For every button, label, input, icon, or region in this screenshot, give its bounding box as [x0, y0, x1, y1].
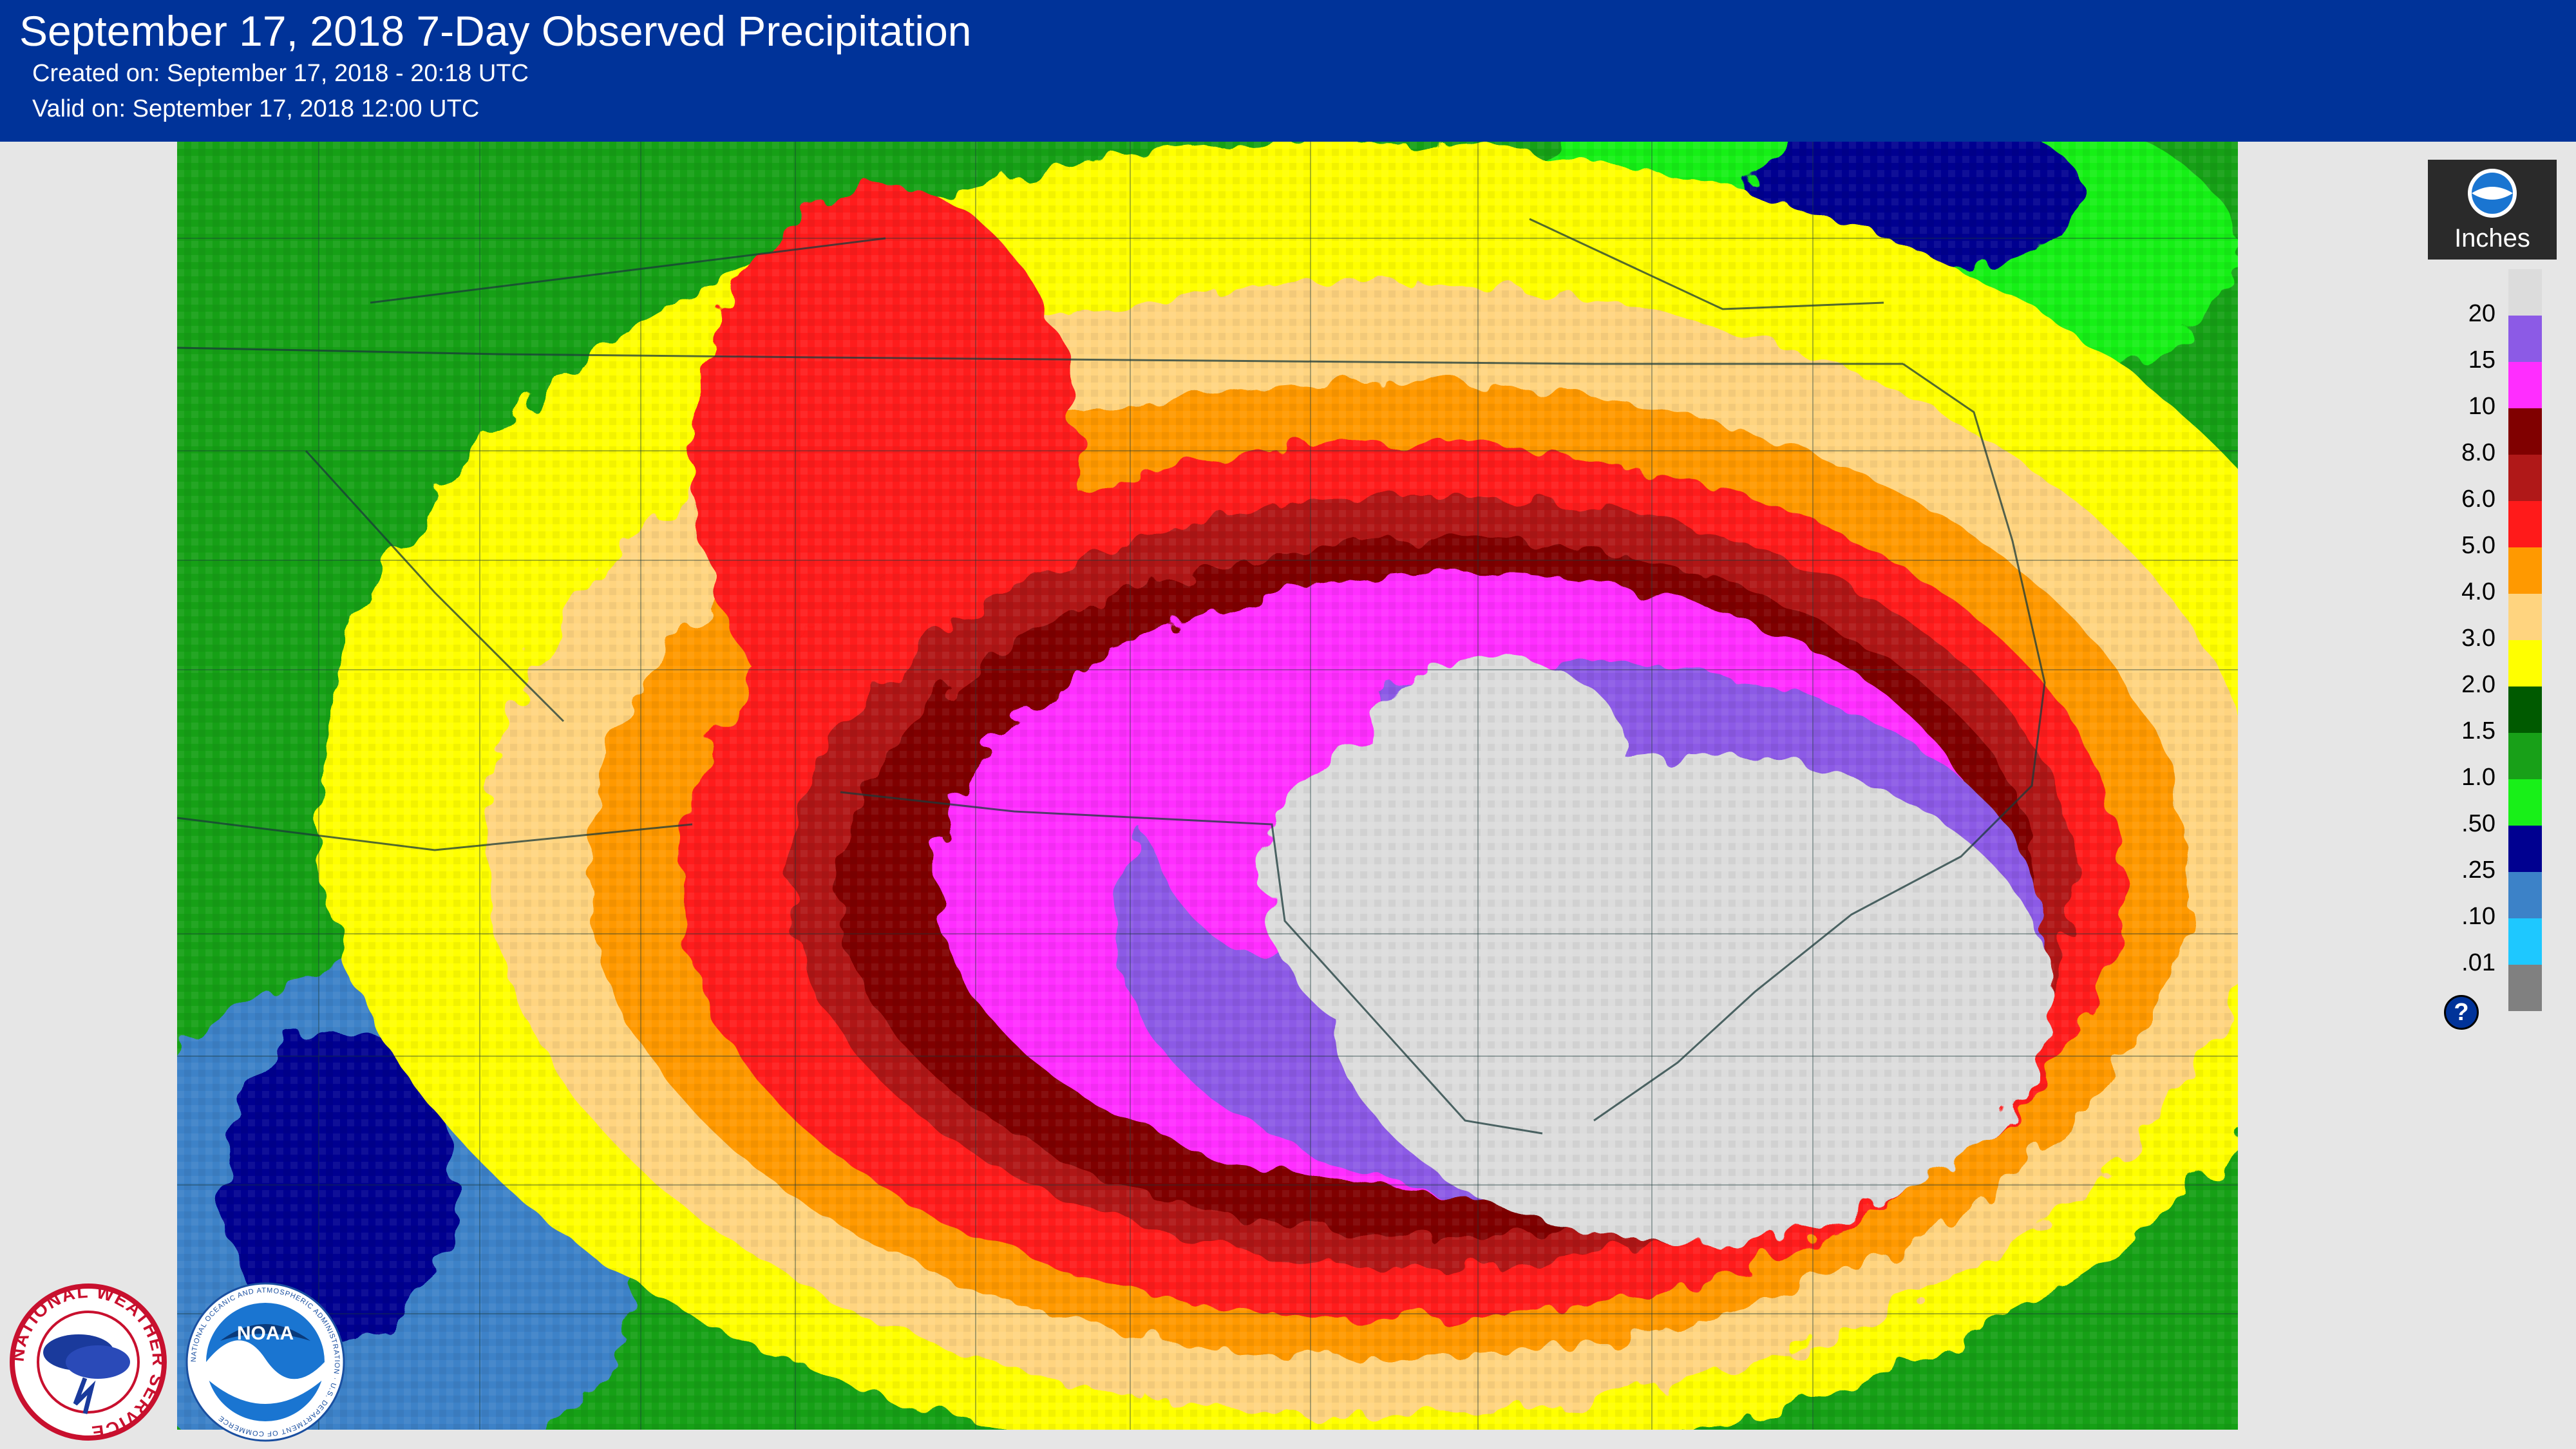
legend-label: 20	[2468, 300, 2496, 327]
legend-swatch	[2508, 918, 2542, 965]
legend-swatch	[2508, 408, 2542, 455]
noaa-logo: NATIONAL OCEANIC AND ATMOSPHERIC ADMINIS…	[185, 1282, 345, 1442]
legend-label: 8.0	[2461, 439, 2496, 466]
legend-label: 10	[2468, 393, 2496, 420]
legend-label: 4.0	[2461, 578, 2496, 605]
legend-label: 15	[2468, 346, 2496, 374]
legend-swatch	[2508, 733, 2542, 779]
noaa-icon	[2468, 169, 2517, 218]
legend-swatch	[2508, 687, 2542, 733]
legend-label: 5.0	[2461, 532, 2496, 559]
legend-label: 3.0	[2461, 625, 2496, 652]
legend-label: .25	[2461, 857, 2496, 884]
legend-swatch	[2508, 594, 2542, 640]
legend-swatch	[2508, 640, 2542, 687]
question-icon[interactable]: ?	[2444, 995, 2479, 1030]
legend-swatch	[2508, 826, 2542, 872]
legend-swatch	[2508, 362, 2542, 408]
nws-logo: NATIONAL WEATHER SERVICE	[8, 1282, 167, 1443]
legend-swatch-bottom	[2508, 965, 2542, 1011]
header-bar: September 17, 2018 7-Day Observed Precip…	[0, 0, 2576, 142]
legend-swatch	[2508, 779, 2542, 826]
legend-label: .50	[2461, 810, 2496, 837]
legend: Inches 20 15 10 8.0 6.0 5.0 4.0 3.0 2.0 1.5 1.0 .50…	[2428, 160, 2557, 1036]
legend-swatch	[2508, 501, 2542, 547]
legend-label: 1.0	[2461, 764, 2496, 791]
legend-header: Inches	[2428, 160, 2557, 260]
legend-label: 6.0	[2461, 486, 2496, 513]
legend-swatch	[2508, 547, 2542, 594]
county-lines	[177, 142, 2238, 1430]
legend-label: .10	[2461, 903, 2496, 930]
valid-timestamp: Valid on: September 17, 2018 12:00 UTC	[32, 95, 480, 122]
legend-swatch	[2508, 455, 2542, 501]
noaa-logo-text: NOAA	[237, 1323, 294, 1344]
legend-label: 2.0	[2461, 671, 2496, 698]
created-timestamp: Created on: September 17, 2018 - 20:18 U…	[32, 60, 529, 87]
legend-scale: 20 15 10 8.0 6.0 5.0 4.0 3.0 2.0 1.5 1.0 .50 .25 .10.…	[2428, 269, 2557, 1197]
legend-label: 1.5	[2461, 717, 2496, 744]
page-title: September 17, 2018 7-Day Observed Precip…	[19, 7, 972, 55]
legend-swatch	[2508, 269, 2542, 316]
legend-swatch	[2508, 872, 2542, 918]
legend-swatch	[2508, 316, 2542, 362]
precipitation-map[interactable]	[177, 142, 2238, 1430]
legend-label: .01	[2461, 949, 2496, 976]
legend-units: Inches	[2454, 224, 2530, 252]
